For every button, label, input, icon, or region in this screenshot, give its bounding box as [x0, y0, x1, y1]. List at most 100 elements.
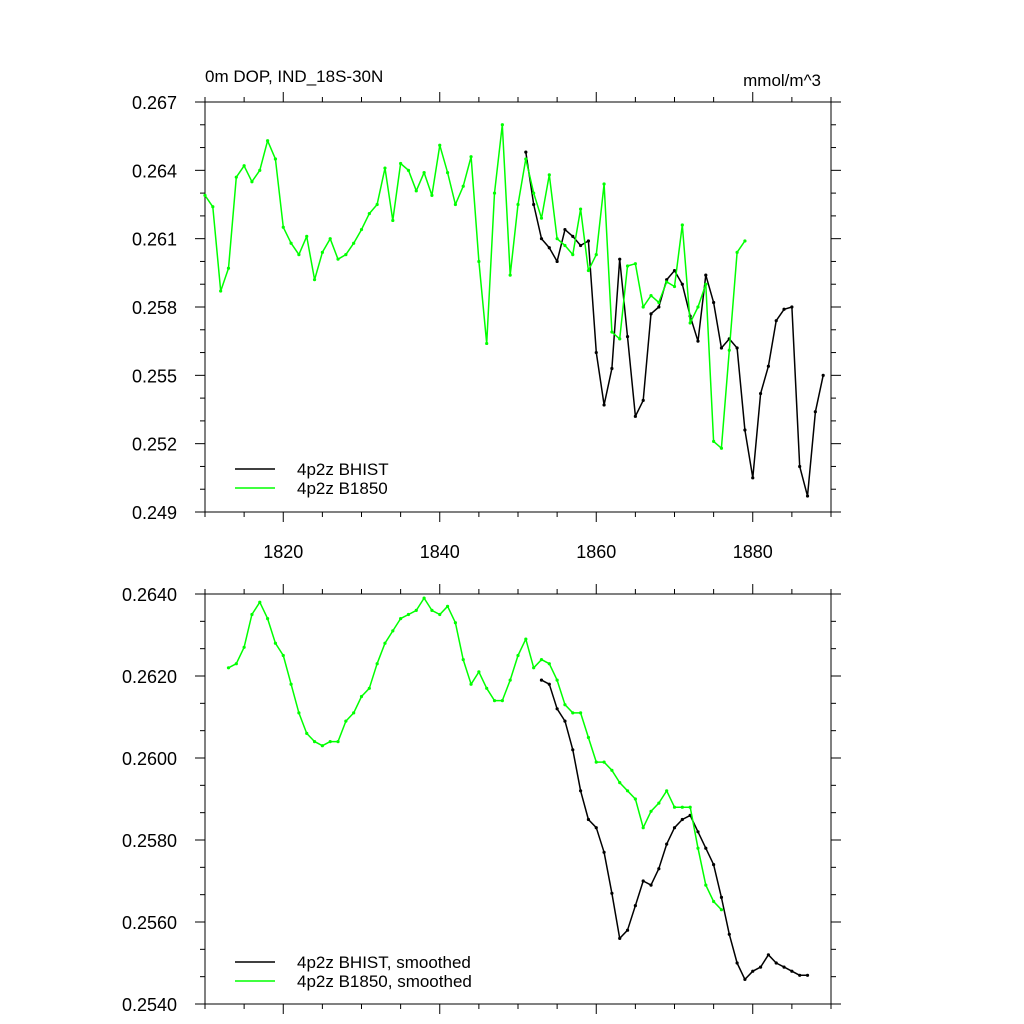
- data-point: [352, 711, 356, 715]
- series-line-0: [541, 679, 808, 981]
- data-point: [539, 237, 544, 241]
- data-point: [579, 711, 583, 715]
- data-point: [445, 604, 450, 608]
- data-point: [618, 337, 622, 341]
- y-tick-label: 0.264: [132, 161, 177, 181]
- data-point: [602, 403, 606, 407]
- data-point: [414, 189, 418, 193]
- data-point: [532, 666, 536, 670]
- data-point: [602, 760, 606, 764]
- data-point: [320, 250, 324, 254]
- data-point: [344, 719, 348, 723]
- data-point: [766, 953, 771, 957]
- data-point: [469, 682, 473, 686]
- data-point: [242, 645, 246, 649]
- data-point: [555, 259, 559, 264]
- data-point: [500, 123, 504, 127]
- data-point: [579, 789, 583, 793]
- data-point: [336, 257, 340, 261]
- data-point: [266, 139, 270, 143]
- data-point: [704, 883, 708, 887]
- data-point: [289, 682, 293, 686]
- data-point: [281, 225, 285, 229]
- data-point: [594, 253, 598, 257]
- data-point: [492, 699, 497, 703]
- data-point: [758, 965, 763, 969]
- data-point: [352, 241, 356, 245]
- data-point: [625, 264, 630, 268]
- plot-frame: [204, 101, 832, 513]
- data-point: [461, 184, 465, 188]
- data-point: [226, 666, 231, 670]
- data-point: [727, 932, 731, 936]
- data-point: [563, 243, 567, 248]
- data-point: [508, 678, 512, 682]
- data-point: [602, 850, 606, 854]
- data-point: [649, 883, 653, 887]
- legend-label: 4p2z B1850: [297, 479, 388, 498]
- data-point: [563, 719, 567, 723]
- data-point: [618, 781, 622, 785]
- data-point: [743, 428, 747, 432]
- data-point: [234, 175, 238, 179]
- data-point: [680, 817, 684, 822]
- data-point: [696, 846, 700, 850]
- data-point: [250, 180, 254, 184]
- data-point: [391, 218, 395, 223]
- data-point: [305, 731, 309, 736]
- data-point: [618, 936, 622, 941]
- data-point: [367, 212, 371, 216]
- data-point: [547, 682, 551, 686]
- data-point: [774, 319, 778, 323]
- data-point: [641, 398, 645, 402]
- data-point: [594, 826, 598, 830]
- y-tick-label: 0.252: [132, 435, 177, 455]
- data-point: [766, 364, 771, 368]
- data-point: [696, 339, 700, 343]
- data-point: [571, 748, 575, 752]
- y-tick-label: 0.267: [132, 93, 177, 113]
- data-point: [328, 740, 332, 744]
- data-point: [758, 391, 763, 396]
- y-tick-label: 0.255: [132, 366, 177, 386]
- data-point: [751, 969, 755, 973]
- data-point: [539, 216, 544, 220]
- data-point: [610, 768, 614, 772]
- data-point: [680, 805, 684, 809]
- data-point: [399, 161, 403, 166]
- data-point: [665, 278, 669, 282]
- data-point: [438, 143, 442, 147]
- data-point: [422, 596, 426, 600]
- data-point: [688, 805, 692, 809]
- y-tick-label: 0.2620: [122, 667, 177, 687]
- data-point: [751, 476, 755, 480]
- data-point: [790, 969, 794, 973]
- data-point: [344, 253, 348, 257]
- data-point: [359, 694, 364, 699]
- y-tick-label: 0.249: [132, 503, 177, 523]
- data-point: [774, 961, 778, 965]
- data-point: [289, 241, 293, 245]
- data-point: [688, 321, 692, 325]
- units-label: mmol/m^3: [743, 71, 821, 90]
- data-point: [258, 600, 262, 604]
- data-point: [782, 307, 786, 311]
- data-point: [665, 280, 669, 284]
- data-point: [250, 612, 254, 617]
- data-point: [805, 494, 810, 498]
- data-point: [571, 711, 575, 715]
- data-point: [610, 891, 614, 895]
- data-point: [657, 801, 661, 805]
- data-point: [492, 191, 497, 195]
- data-point: [524, 637, 528, 641]
- data-point: [704, 846, 708, 850]
- data-point: [516, 202, 520, 207]
- data-point: [266, 617, 270, 621]
- data-point: [391, 629, 395, 633]
- data-point: [273, 157, 278, 161]
- data-point: [297, 711, 301, 715]
- data-point: [665, 789, 669, 793]
- data-point: [547, 246, 551, 250]
